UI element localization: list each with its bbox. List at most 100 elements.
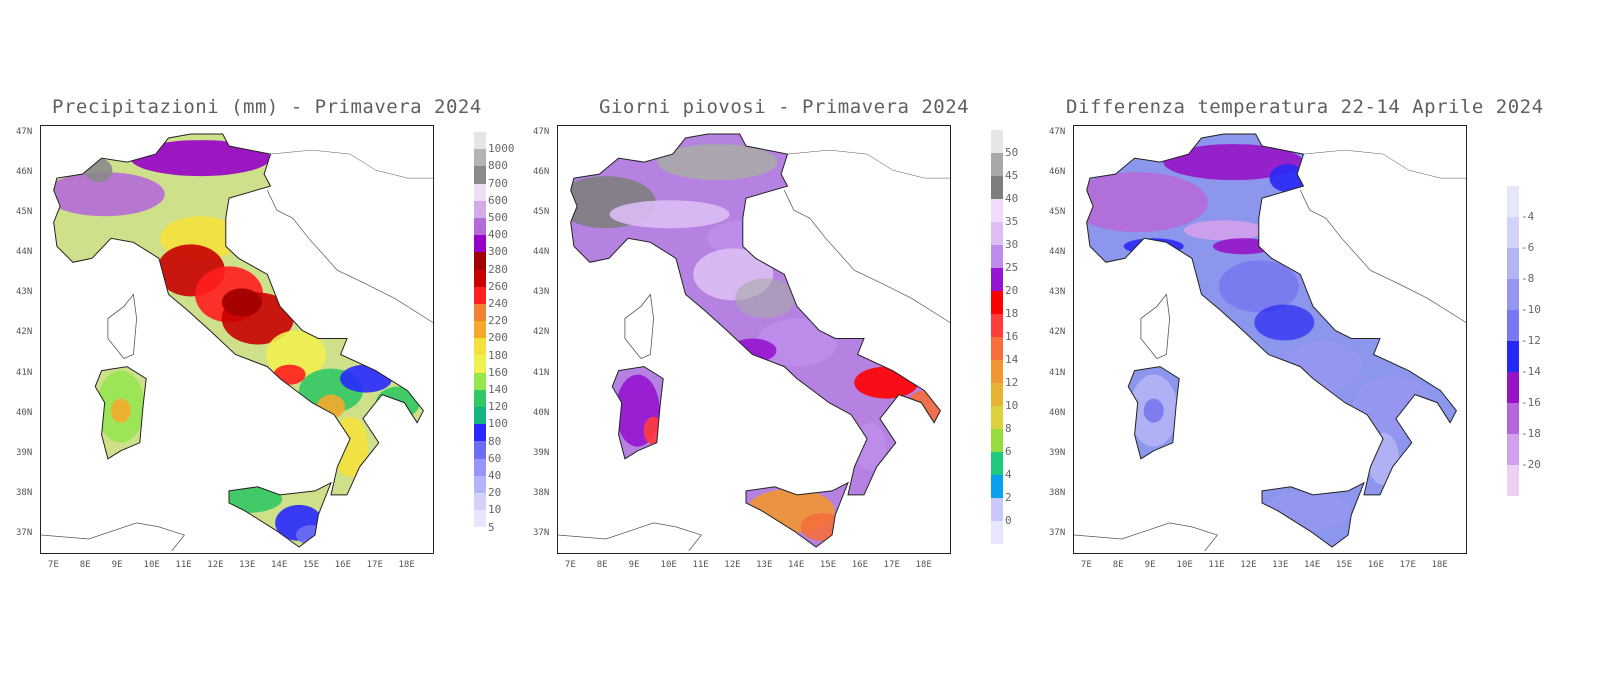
sardinia-coastline xyxy=(94,366,147,460)
lat-tick-label: 45N xyxy=(533,207,550,218)
colorbar-swatch xyxy=(474,166,486,184)
colorbar-swatch xyxy=(991,291,1003,314)
rainy-days-title: Giorni piovosi - Primavera 2024 xyxy=(599,96,970,118)
lat-tick-label: 40N xyxy=(1049,407,1066,418)
colorbar-label: 40 xyxy=(488,469,502,482)
italy-coastline xyxy=(1086,133,1457,496)
lat-tick-label: 37N xyxy=(533,527,550,538)
lat-tick-label: 37N xyxy=(1049,527,1066,538)
lon-tick-label: 7E xyxy=(1080,560,1092,570)
balkan-coastline xyxy=(1299,190,1466,323)
lon-tick-label: 18E xyxy=(915,560,932,570)
colorbar-swatch xyxy=(474,475,486,493)
colorbar-swatch xyxy=(1507,279,1519,310)
lon-tick-label: 13E xyxy=(1272,560,1289,570)
lon-tick-label: 8E xyxy=(596,560,608,570)
colorbar-label: -6 xyxy=(1521,241,1535,254)
lon-tick-label: 16E xyxy=(851,560,869,570)
map-canvas xyxy=(1074,133,1466,552)
lon-tick-label: 9E xyxy=(628,560,640,570)
colorbar-swatch xyxy=(991,268,1003,291)
colorbar-swatch xyxy=(474,183,486,201)
colorbar-swatch xyxy=(474,424,486,442)
africa-coastline xyxy=(1074,522,1218,552)
lat-tick-label: 43N xyxy=(16,287,33,298)
lon-tick-label: 14E xyxy=(271,560,288,570)
colorbar-swatch xyxy=(1507,248,1519,279)
colorbar-swatch xyxy=(474,200,486,218)
colorbar-label: 14 xyxy=(1005,353,1019,366)
colorbar-label: 4 xyxy=(1005,468,1012,481)
map-canvas xyxy=(558,133,950,552)
lat-tick-label: 38N xyxy=(16,487,33,498)
colorbar-swatch xyxy=(991,245,1003,268)
corsica-coastline xyxy=(624,293,655,359)
colorbar-label: 220 xyxy=(488,314,508,328)
colorbar-label: 120 xyxy=(488,400,508,414)
colorbar-label: 45 xyxy=(1005,169,1019,182)
lon-tick-label: 10E xyxy=(143,560,160,570)
colorbar-swatch xyxy=(991,475,1003,498)
colorbar-swatch xyxy=(991,360,1003,383)
colorbar-label: 25 xyxy=(1005,261,1019,274)
colorbar-label: 10 xyxy=(1005,399,1019,412)
colorbar-swatch xyxy=(1507,372,1519,403)
lon-tick-label: 10E xyxy=(660,560,677,570)
lat-tick-label: 39N xyxy=(16,447,33,458)
colorbar-label: 16 xyxy=(1005,330,1019,343)
lon-tick-label: 13E xyxy=(239,560,256,570)
lat-tick-label: 42N xyxy=(16,327,33,338)
lat-tick-label: 44N xyxy=(533,247,550,258)
lat-tick-label: 47N xyxy=(1049,127,1066,138)
italy-coastline xyxy=(570,133,941,496)
colorbar-swatch xyxy=(991,521,1003,544)
rainy-days-colorbar xyxy=(991,130,1003,544)
colorbar-swatch xyxy=(991,429,1003,452)
lon-tick-label: 7E xyxy=(564,560,576,570)
colorbar-label: 40 xyxy=(1005,192,1019,205)
colorbar-swatch xyxy=(474,389,486,407)
colorbar-swatch xyxy=(474,407,486,425)
colorbar-label: 180 xyxy=(488,348,508,362)
colorbar-swatch xyxy=(1507,341,1519,372)
precipitation-colorbar xyxy=(474,132,486,528)
colorbar-label: 6 xyxy=(1005,445,1012,458)
colorbar-swatch xyxy=(474,132,486,150)
colorbar-swatch xyxy=(474,149,486,167)
colorbar-label: 600 xyxy=(488,193,508,207)
colorbar-label: 0 xyxy=(1005,514,1012,527)
colorbar-label: -8 xyxy=(1521,272,1535,285)
colorbar-label: 400 xyxy=(488,228,508,242)
lon-tick-label: 12E xyxy=(724,560,741,570)
colorbar-swatch xyxy=(474,303,486,322)
lat-tick-label: 46N xyxy=(16,167,33,178)
lon-tick-label: 15E xyxy=(302,560,320,570)
colorbar-label: -4 xyxy=(1521,210,1535,223)
colorbar-label: 80 xyxy=(488,434,502,448)
colorbar-label: 300 xyxy=(488,245,508,259)
lat-tick-label: 37N xyxy=(16,527,33,538)
colorbar-label: 60 xyxy=(488,451,502,465)
colorbar-swatch xyxy=(991,337,1003,360)
lon-tick-label: 8E xyxy=(79,560,91,570)
corsica-coastline xyxy=(1140,293,1171,359)
lat-tick-label: 45N xyxy=(1049,207,1066,218)
lon-tick-label: 16E xyxy=(1367,560,1385,570)
colorbar-swatch xyxy=(474,458,486,476)
lat-tick-label: 38N xyxy=(1049,487,1066,498)
colorbar-label: -18 xyxy=(1521,427,1541,440)
colorbar-swatch xyxy=(991,176,1003,199)
rainy-days-map xyxy=(557,125,951,554)
sardinia-coastline xyxy=(611,366,664,460)
map-canvas xyxy=(41,133,433,552)
sicily-coastline xyxy=(228,481,332,548)
colorbar-label: 500 xyxy=(488,211,508,224)
lon-tick-label: 11E xyxy=(692,560,709,570)
lon-tick-label: 17E xyxy=(1399,560,1416,570)
lat-tick-label: 39N xyxy=(1049,447,1066,458)
balkan-border xyxy=(270,149,433,179)
lon-tick-label: 12E xyxy=(207,560,224,570)
lat-tick-label: 43N xyxy=(1049,287,1066,298)
lat-tick-label: 47N xyxy=(16,127,33,138)
temperature-colorbar xyxy=(1507,186,1519,496)
